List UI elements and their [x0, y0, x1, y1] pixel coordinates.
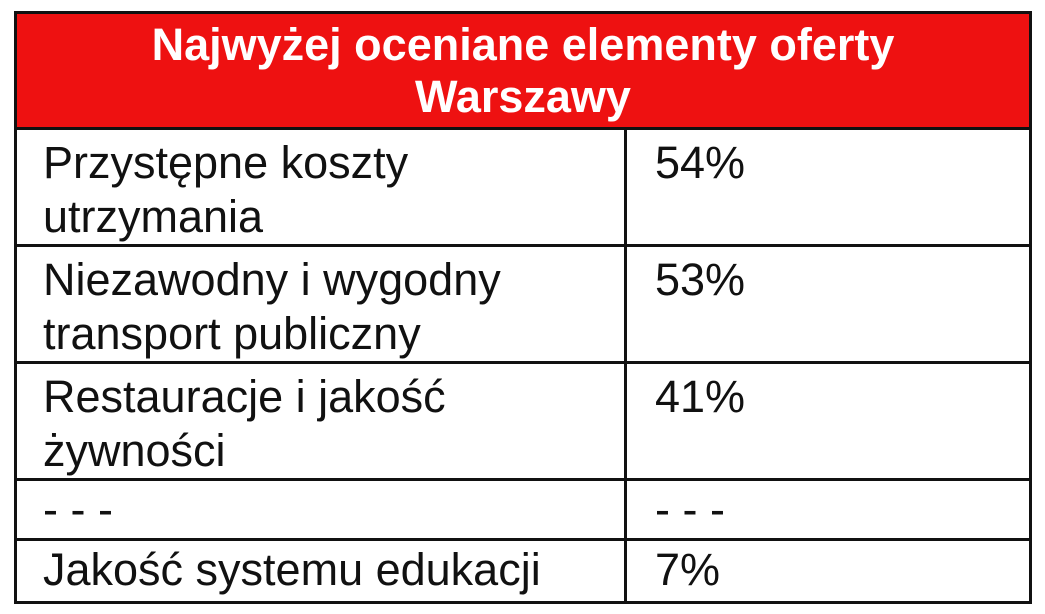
row-label: Jakość systemu edukacji [17, 541, 627, 601]
table-header: Najwyżej oceniane elementy oferty Warsza… [17, 14, 1029, 130]
row-label: Przystępne koszty utrzymania [17, 130, 627, 244]
row-value: - - - [655, 484, 725, 535]
table-title: Najwyżej oceniane elementy oferty Warsza… [151, 18, 895, 122]
table-row-ellipsis: - - - - - - [17, 481, 1029, 541]
row-label: - - - [17, 481, 627, 538]
row-value: 53% [655, 254, 746, 305]
row-value: 54% [655, 137, 746, 188]
table-row: Przystępne koszty utrzymania 54% [17, 130, 1029, 247]
table-row: Jakość systemu edukacji 7% [17, 541, 1029, 601]
row-value: 41% [655, 371, 746, 422]
row-label: Niezawodny i wygodny transport publiczny [17, 247, 627, 361]
ranking-table: Najwyżej oceniane elementy oferty Warsza… [14, 11, 1032, 604]
row-label: Restauracje i jakość żywności [17, 364, 627, 478]
table-row: Restauracje i jakość żywności 41% [17, 364, 1029, 481]
table-row: Niezawodny i wygodny transport publiczny… [17, 247, 1029, 364]
row-value: 7% [655, 544, 721, 595]
